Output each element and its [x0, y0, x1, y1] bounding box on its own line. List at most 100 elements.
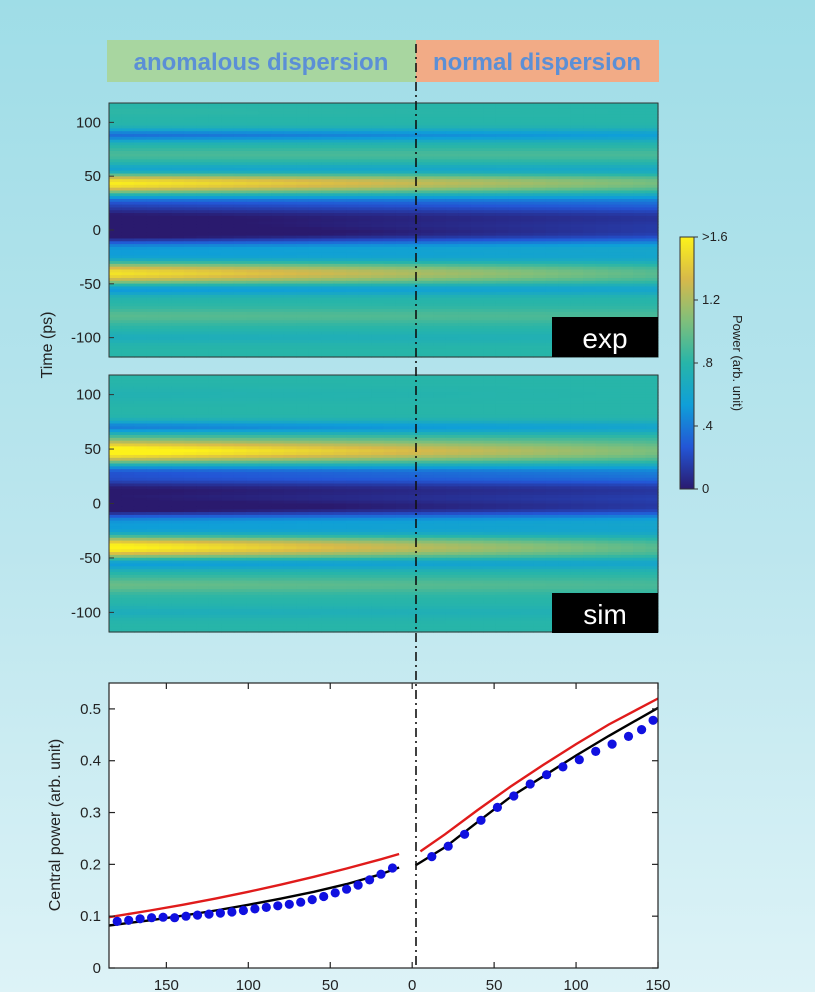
heatmap-cell — [258, 179, 272, 183]
heatmap-cell — [321, 342, 335, 347]
heatmap-cell — [633, 221, 647, 225]
heatmap-cell — [395, 297, 410, 302]
heatmap-cell — [595, 400, 609, 405]
heatmap-cell — [146, 283, 160, 288]
heatmap-cell — [583, 125, 597, 129]
heatmap-cell — [383, 409, 397, 413]
heatmap-cell — [246, 275, 260, 279]
heatmap-cell — [408, 196, 422, 200]
heatmap-cell — [358, 400, 372, 405]
heatmap-cell — [133, 241, 148, 245]
heatmap-cell — [408, 187, 422, 192]
heatmap-cell — [121, 429, 135, 433]
heatmap-cell — [433, 103, 447, 107]
heatmap-cell — [271, 437, 285, 442]
heatmap-cell — [420, 173, 435, 177]
heatmap-cell — [133, 406, 148, 410]
heatmap-cell — [171, 184, 185, 189]
heatmap-cell — [346, 241, 360, 245]
heatmap-cell — [183, 117, 197, 121]
heatmap-cell — [645, 275, 659, 279]
heatmap-cell — [296, 337, 310, 341]
heatmap-cell — [408, 375, 422, 379]
heatmap-cell — [246, 294, 260, 299]
heatmap-cell — [246, 246, 260, 251]
heatmap-cell — [258, 159, 272, 163]
heatmap-cell — [346, 210, 360, 214]
heatmap-cell — [483, 297, 497, 302]
heatmap-cell — [570, 122, 584, 127]
heatmap-cell — [570, 170, 584, 175]
heatmap-cell — [645, 213, 659, 217]
heatmap-cell — [483, 159, 497, 163]
heatmap-cell — [246, 218, 260, 223]
heatmap-cell — [595, 134, 609, 138]
heatmap-cell — [495, 252, 509, 256]
heatmap-cell — [296, 221, 310, 225]
heatmap-cell — [371, 162, 385, 166]
heatmap-cell — [371, 403, 385, 408]
heatmap-cell — [246, 207, 260, 211]
heatmap-cell — [333, 255, 347, 259]
heatmap-cell — [371, 227, 385, 231]
heatmap-cell — [371, 108, 385, 113]
heatmap-cell — [508, 437, 522, 442]
heatmap-cell — [371, 266, 385, 271]
heatmap-cell — [158, 292, 172, 296]
heatmap-cell — [533, 277, 547, 282]
heatmap-cell — [246, 119, 260, 124]
heatmap-cell — [346, 389, 360, 393]
heatmap-cell — [420, 280, 435, 285]
heatmap-cell — [570, 397, 584, 402]
heatmap-cell — [458, 409, 472, 413]
heatmap-cell — [570, 167, 584, 172]
heatmap-cell — [445, 131, 459, 135]
heatmap-cell — [221, 263, 235, 268]
heatmap-cell — [283, 266, 297, 271]
heatmap-cell — [196, 351, 210, 355]
heatmap-cell — [271, 351, 285, 355]
heatmap-cell — [158, 139, 172, 144]
heatmap-cell — [133, 420, 148, 425]
heatmap-cell — [595, 196, 609, 200]
heatmap-cell — [258, 283, 272, 288]
heatmap-cell — [221, 377, 235, 382]
heatmap-cell — [395, 232, 410, 237]
heatmap-cell — [246, 176, 260, 180]
heatmap-cell — [246, 406, 260, 410]
heatmap-cell — [558, 218, 572, 223]
heatmap-cell — [533, 221, 547, 225]
heatmap-cell — [508, 117, 522, 121]
heatmap-cell — [395, 429, 410, 433]
heatmap-cell — [271, 340, 285, 344]
heatmap-cell — [608, 111, 622, 115]
heatmap-cell — [645, 252, 659, 256]
heatmap-cell — [133, 314, 148, 319]
heatmap-cell — [445, 108, 459, 113]
heatmap-cell — [483, 432, 497, 436]
heatmap-cell — [508, 201, 522, 206]
heatmap-cell — [395, 210, 410, 214]
heatmap-cell — [645, 119, 659, 124]
heatmap-cell — [133, 176, 148, 180]
heatmap-cell — [271, 406, 285, 410]
heatmap-cell — [520, 241, 534, 245]
heatmap-cell — [433, 309, 447, 313]
heatmap-cell — [183, 325, 197, 330]
heatmap-cell — [258, 190, 272, 194]
heatmap-cell — [333, 386, 347, 390]
heatmap-cell — [470, 249, 484, 254]
heatmap-cell — [620, 227, 634, 231]
heatmap-cell — [183, 266, 197, 271]
heatmap-cell — [620, 426, 634, 430]
dispersion-banner: anomalous dispersion normal dispersion — [107, 40, 659, 82]
heatmap-cell — [321, 246, 335, 251]
heatmap-cell — [495, 280, 509, 285]
heatmap-cell — [495, 156, 509, 161]
heatmap-cell — [533, 210, 547, 214]
heatmap-cell — [258, 280, 272, 285]
heatmap-cell — [308, 224, 322, 228]
heatmap-cell — [445, 400, 459, 405]
heatmap-cell — [283, 409, 297, 413]
heatmap-cell — [645, 150, 659, 155]
